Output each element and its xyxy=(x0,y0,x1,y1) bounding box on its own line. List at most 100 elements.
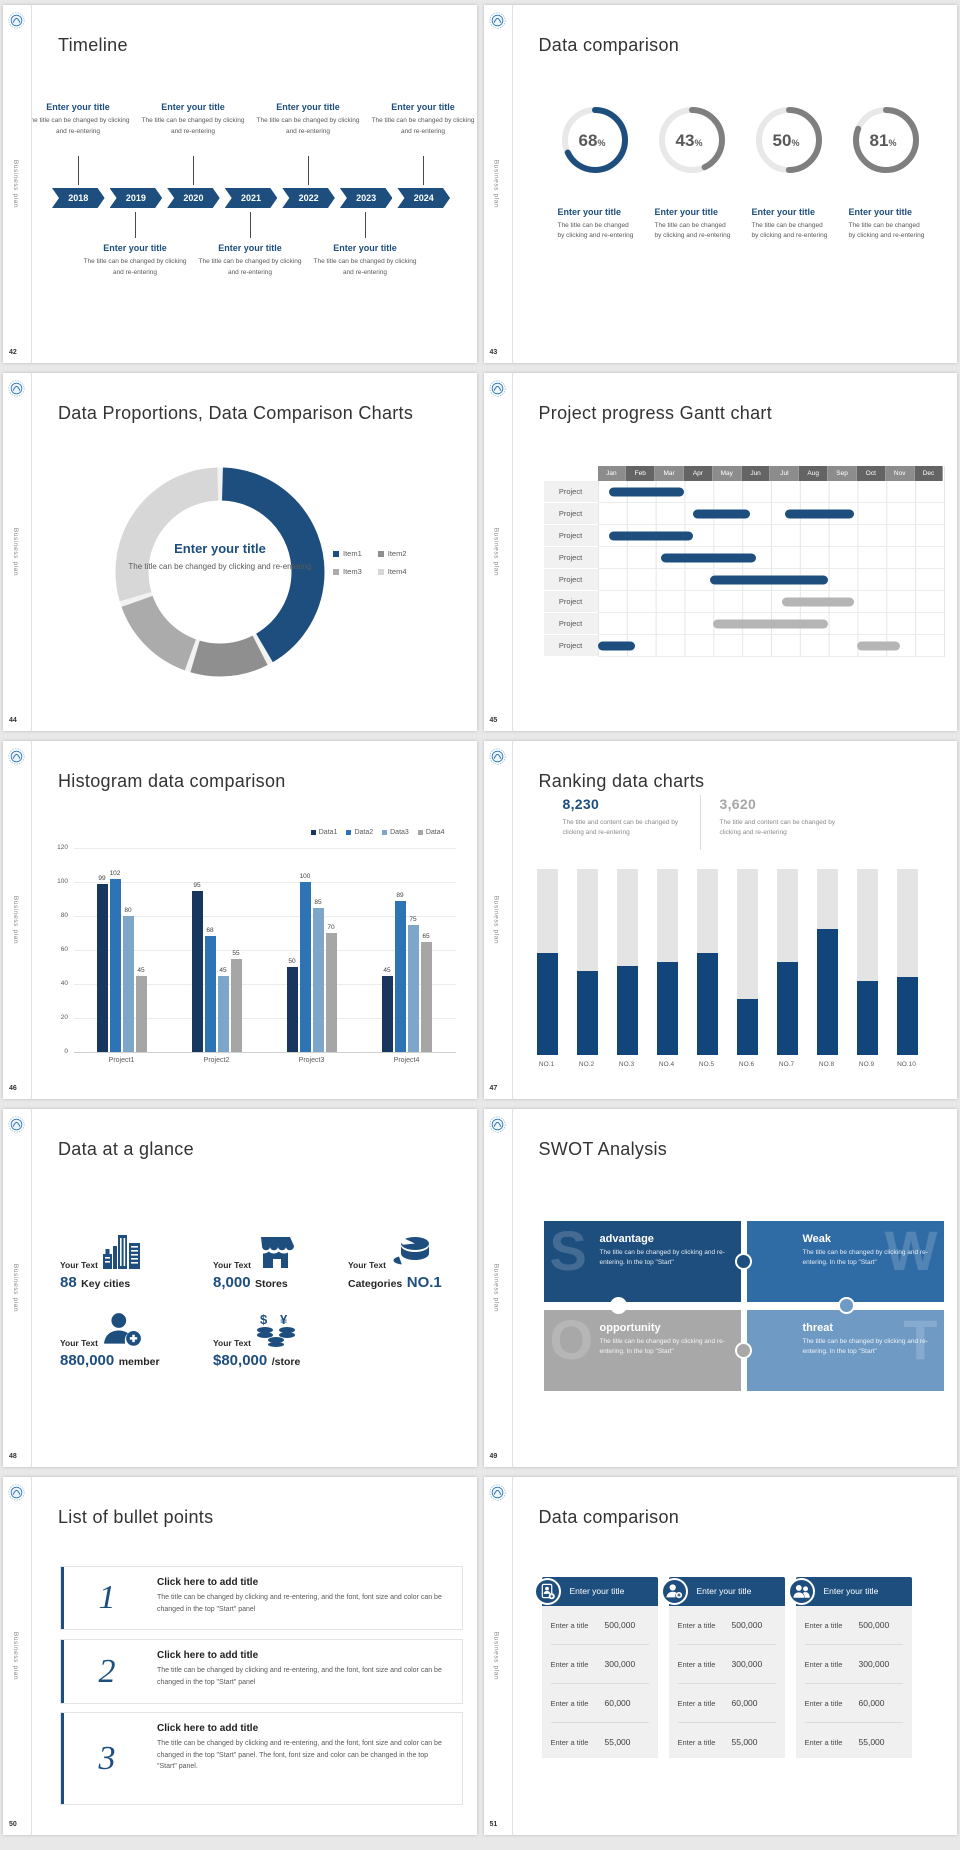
card-row: Enter a title 60,000 xyxy=(677,1684,776,1723)
swot-heading: opportunity xyxy=(599,1322,661,1334)
brand-logo-icon xyxy=(8,1116,25,1133)
legend-item: Data2 xyxy=(346,829,373,836)
brand-logo-icon xyxy=(8,748,25,765)
bar-value-label: 68 xyxy=(206,927,214,935)
bullet-number: 2 xyxy=(98,1652,116,1690)
slide-number: 51 xyxy=(489,1821,498,1828)
slide-51-data-comparison[interactable]: Business plan 51 Data comparison Enter y… xyxy=(483,1477,957,1835)
bar-value-label: 89 xyxy=(396,891,404,899)
brand-logo-icon xyxy=(8,1484,25,1501)
bullet-body: The title can be changed by clicking and… xyxy=(157,1667,442,1686)
y-axis-tick-label: 80 xyxy=(60,911,68,919)
y-axis-tick-label: 100 xyxy=(57,877,68,885)
coins-icon: $ ¥ xyxy=(256,1311,296,1349)
stat-item-categories: Your Text Categories NO.1 xyxy=(348,1227,477,1292)
ring-stat: 68% Enter your title The title can be ch… xyxy=(554,103,640,242)
gantt-row: Project xyxy=(543,503,944,525)
gantt-row-label: Project xyxy=(543,547,598,569)
card-body: Enter a title 500,000 Enter a title 300,00… xyxy=(795,1606,912,1761)
y-axis-tick-label: 120 xyxy=(57,843,68,851)
donut-center-label: Enter your title The title can be change… xyxy=(125,541,315,574)
bar-Data3 xyxy=(312,907,324,1052)
stat-unit: /store xyxy=(271,1356,301,1368)
stat-label: Your Text xyxy=(213,1338,251,1348)
gantt-bar xyxy=(784,509,855,518)
row-value: 55,000 xyxy=(858,1737,885,1747)
slide-number: 43 xyxy=(489,349,498,356)
comparison-card-2: Enter your title Enter a title 500,000 En… xyxy=(660,1577,785,1758)
swot-body: The title can be changed by clicking and… xyxy=(599,1249,725,1267)
slide-title: Data Proportions, Data Comparison Charts xyxy=(58,403,414,423)
gantt-month-cell: Oct xyxy=(856,466,886,481)
card-row: Enter a title 55,000 xyxy=(805,1723,903,1761)
legend-swatch xyxy=(310,830,316,835)
slide-title: Data comparison xyxy=(538,1507,680,1527)
slide-44-data-proportions[interactable]: Business plan 44 Data Proportions, Data … xyxy=(3,373,477,731)
x-axis-category-label: Project4 xyxy=(393,1057,420,1064)
card-row: Enter a title 55,000 xyxy=(551,1723,649,1761)
gridline xyxy=(74,916,456,917)
slide-42-timeline[interactable]: Business plan 42 Timeline Enter your tit… xyxy=(3,5,477,363)
timeline-item: Enter your title The title can be change… xyxy=(254,102,362,137)
stat-value: 8,230 xyxy=(562,796,600,812)
sidebar-vertical-label: Business plan xyxy=(492,1263,500,1313)
stat-item-per-store: Your Text $ ¥ $80,000 /store xyxy=(213,1305,353,1370)
timeline-item-title: Enter your title xyxy=(391,102,455,112)
ring-stat: 43% Enter your title The title can be ch… xyxy=(651,103,737,242)
row-label: Enter a title xyxy=(550,1659,589,1669)
sidebar-vertical-label: Business plan xyxy=(12,1263,19,1313)
people-icon xyxy=(787,1578,815,1605)
bullet-body: The title can be changed by clicking and… xyxy=(157,1740,442,1771)
puzzle-tab xyxy=(734,1342,752,1359)
slide-45-gantt[interactable]: Business plan 45 Project progress Gantt … xyxy=(483,373,957,731)
stat-item-member: Your Text 880,000 member xyxy=(60,1305,200,1370)
legend-swatch xyxy=(377,568,384,575)
gantt-row: Project xyxy=(543,481,944,503)
comparison-card-1: Enter your title Enter a title 500,000 En… xyxy=(533,1577,658,1761)
timeline-item: Enter your title The title can be change… xyxy=(311,243,419,278)
gantt-row-label: Project xyxy=(543,591,598,613)
gantt-row: Project xyxy=(543,569,944,591)
slide-title: Histogram data comparison xyxy=(58,771,286,791)
gridline xyxy=(74,848,456,849)
slide-50-bullets[interactable]: Business plan 50 List of bullet points 1… xyxy=(3,1477,477,1835)
gantt-bar xyxy=(609,487,684,496)
slide-47-ranking[interactable]: Business plan 47 Ranking data charts 8,2… xyxy=(483,741,957,1099)
gantt-row-label: Project xyxy=(543,481,598,503)
stat-value: 88 xyxy=(60,1274,77,1291)
bar-value-label: 65 xyxy=(422,932,430,940)
row-value: 60,000 xyxy=(604,1698,631,1708)
bar-value-label: 45 xyxy=(219,966,227,974)
slide-49-swot[interactable]: Business plan 49 SWOT Analysis S advanta… xyxy=(483,1109,957,1467)
slide-46-histogram[interactable]: Business plan 46 Histogram data comparis… xyxy=(3,741,477,1099)
ranking-stat-secondary: 3,620 The title and content can be chang… xyxy=(720,796,850,839)
y-axis-tick-label: 20 xyxy=(60,1013,68,1021)
gridline xyxy=(74,1052,456,1053)
bar-Data2 xyxy=(299,882,311,1052)
sidebar-vertical-label: Business plan xyxy=(12,159,19,209)
ranking-category-label: NO.10 xyxy=(897,1061,916,1068)
slide-43-data-comparison[interactable]: Business plan 43 Data comparison 68% Ent… xyxy=(483,5,957,363)
bar-Data4 xyxy=(230,958,242,1052)
progress-ring-chart: 81% xyxy=(849,103,923,177)
gantt-bar xyxy=(709,575,829,584)
slide-number: 42 xyxy=(9,349,17,356)
timeline-item-caption: The title can be changed by clicking and… xyxy=(371,117,475,135)
legend-item: Item2 xyxy=(377,549,407,558)
legend-swatch xyxy=(333,568,339,575)
bar-value-label: 95 xyxy=(193,881,201,889)
stat-unit: Stores xyxy=(255,1278,288,1290)
legend-swatch xyxy=(346,830,352,835)
timeline-year-badge: 2020 xyxy=(167,188,220,208)
timeline-year-badge: 2023 xyxy=(340,188,393,208)
bar-Data1 xyxy=(191,890,203,1052)
timeline-item-caption: The title can be changed by clicking and… xyxy=(26,117,130,135)
bar-Data2 xyxy=(109,878,121,1052)
bullet-number: 1 xyxy=(98,1579,116,1616)
puzzle-notch xyxy=(609,1297,627,1314)
gantt-row-label: Project xyxy=(543,503,598,525)
slide-48-glance[interactable]: Business plan 48 Data at a glance Your T… xyxy=(3,1109,477,1467)
slide-title: Timeline xyxy=(58,35,128,55)
card-header: Enter your title xyxy=(660,1577,785,1606)
